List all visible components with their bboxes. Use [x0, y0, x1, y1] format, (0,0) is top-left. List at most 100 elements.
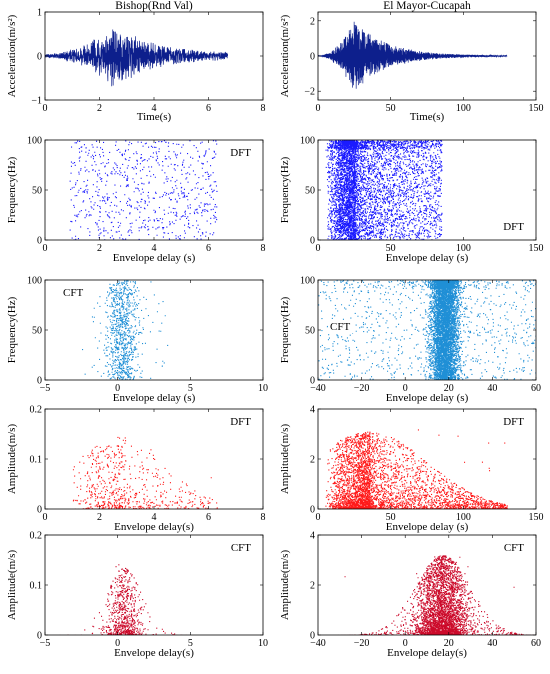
plot-area	[325, 429, 508, 509]
y-axis-label: Amplitude(m/s)	[279, 424, 291, 495]
y-tick-label: 100	[27, 276, 42, 287]
scatter-points	[82, 280, 169, 380]
x-tick-label: 0	[316, 103, 321, 114]
y-tick-label: 0	[37, 505, 42, 516]
bishop-accel-panel: 0 2 4 6 8−101Time(s)Acceleration(m/s²)Bishop…	[6, 0, 266, 123]
plot-area	[318, 21, 508, 89]
scatter-points	[319, 555, 536, 635]
y-tick-label: 100	[300, 276, 315, 287]
y-tick-label: 4	[310, 405, 315, 416]
x-tick-label: 5	[188, 638, 193, 649]
y-tick-label: 100	[300, 136, 315, 147]
method-annotation: DFT	[503, 416, 524, 428]
elmayor-freq-cft-panel: −40 −20 0 20 40 60 0 50 100 Envelope delay (s) Fre…	[279, 276, 541, 405]
acceleration-series	[318, 21, 508, 89]
x-axis-label: Envelope delay (s)	[386, 392, 469, 404]
x-tick-label: 60	[531, 383, 541, 394]
x-tick-label: 4	[152, 243, 157, 254]
scatter-points	[325, 429, 508, 509]
y-tick-label: 0	[310, 376, 315, 387]
y-tick-label: 50	[32, 326, 42, 337]
panel-title: El Mayor-Cucapah	[383, 0, 471, 12]
plot-area	[69, 140, 218, 240]
method-annotation: CFT	[330, 321, 350, 333]
x-tick-label: 6	[206, 512, 211, 523]
x-tick-label: 2	[97, 103, 102, 114]
x-tick-label: 0	[43, 512, 48, 523]
y-tick-label: 0	[310, 631, 315, 642]
elmayor-amp-dft-panel: 0 50 100 150 0 2 4 Envelope delay (s) Amplitude(…	[279, 405, 544, 534]
x-tick-label: 0	[316, 512, 321, 523]
x-tick-label: 0	[115, 638, 120, 649]
scatter-points	[72, 436, 218, 509]
x-tick-label: 8	[261, 103, 266, 114]
x-axis-label: Time(s)	[410, 111, 445, 123]
y-tick-label: 0	[37, 631, 42, 642]
method-annotation: CFT	[504, 542, 524, 554]
x-tick-label: −20	[354, 383, 370, 394]
x-axis-label: Time(s)	[137, 111, 172, 123]
method-annotation: DFT	[503, 221, 524, 233]
y-tick-label: 2	[310, 16, 315, 27]
x-tick-label: 50	[386, 103, 396, 114]
x-axis-label: Envelope delay(s)	[114, 647, 194, 659]
scatter-points	[69, 140, 218, 240]
plot-area	[318, 280, 536, 380]
bishop-freq-dft-panel: 0 2 4 6 8 0 50 100 Envelope delay (s) Frequency(H…	[6, 136, 266, 265]
x-axis-label: Envelope delay (s)	[113, 392, 196, 404]
x-tick-label: 0	[403, 383, 408, 394]
y-axis-label: Frequency(Hz)	[6, 296, 18, 363]
x-tick-label: 150	[529, 512, 544, 523]
x-tick-label: 6	[206, 243, 211, 254]
elmayor-amp-cft-panel: −40 −20 0 20 40 60 0 2 4 Envelope delay(s) Amplitu…	[279, 531, 541, 660]
panel-title: Bishop(Rnd Val)	[115, 0, 193, 12]
x-tick-label: 8	[261, 512, 266, 523]
x-tick-label: 4	[152, 103, 157, 114]
x-tick-label: 40	[487, 638, 497, 649]
plot-area	[72, 436, 218, 509]
bishop-amp-dft-panel: 0 2 4 6 8 0 0.1 0.2 Envelope delay(s) Amplitude(m…	[6, 405, 266, 534]
y-tick-label: 2	[310, 455, 315, 466]
x-tick-label: −40	[310, 383, 326, 394]
x-tick-label: 0	[43, 243, 48, 254]
y-tick-label: 0	[37, 52, 42, 63]
y-axis-label: Acceleration(m/s²)	[6, 14, 18, 97]
x-tick-label: −5	[40, 638, 51, 649]
x-tick-label: 8	[261, 243, 266, 254]
plot-area	[82, 280, 169, 380]
x-tick-label: 6	[206, 103, 211, 114]
y-axis-label: Frequency(Hz)	[279, 156, 291, 223]
x-axis-label: Envelope delay (s)	[386, 252, 469, 264]
x-tick-label: 100	[456, 243, 471, 254]
y-tick-label: 0	[37, 236, 42, 247]
y-tick-label: 0	[310, 236, 315, 247]
x-tick-label: 40	[487, 383, 497, 394]
y-tick-label: 0.2	[30, 531, 43, 542]
scatter-points	[55, 564, 195, 635]
x-tick-label: −5	[40, 383, 51, 394]
method-annotation: CFT	[63, 287, 83, 299]
x-tick-label: 150	[529, 243, 544, 254]
x-tick-label: 5	[188, 383, 193, 394]
x-tick-label: 100	[456, 103, 471, 114]
y-tick-label: 0.1	[30, 455, 43, 466]
x-axis-label: Envelope delay(s)	[387, 647, 467, 659]
scatter-points	[318, 280, 536, 380]
y-tick-label: 2	[310, 581, 315, 592]
x-tick-label: 100	[456, 512, 471, 523]
y-tick-label: 0	[310, 505, 315, 516]
y-axis-label: Amplitude(m/s)	[6, 550, 18, 621]
x-axis-label: Envelope delay (s)	[113, 252, 196, 264]
y-tick-label: −2	[304, 87, 315, 98]
x-tick-label: 10	[258, 383, 268, 394]
y-axis-label: Frequency(Hz)	[279, 296, 291, 363]
x-tick-label: 10	[258, 638, 268, 649]
y-tick-label: 50	[305, 186, 315, 197]
y-tick-label: −1	[31, 96, 42, 107]
x-tick-label: 0	[43, 103, 48, 114]
y-tick-label: 0.2	[30, 405, 43, 416]
x-tick-label: 2	[97, 243, 102, 254]
